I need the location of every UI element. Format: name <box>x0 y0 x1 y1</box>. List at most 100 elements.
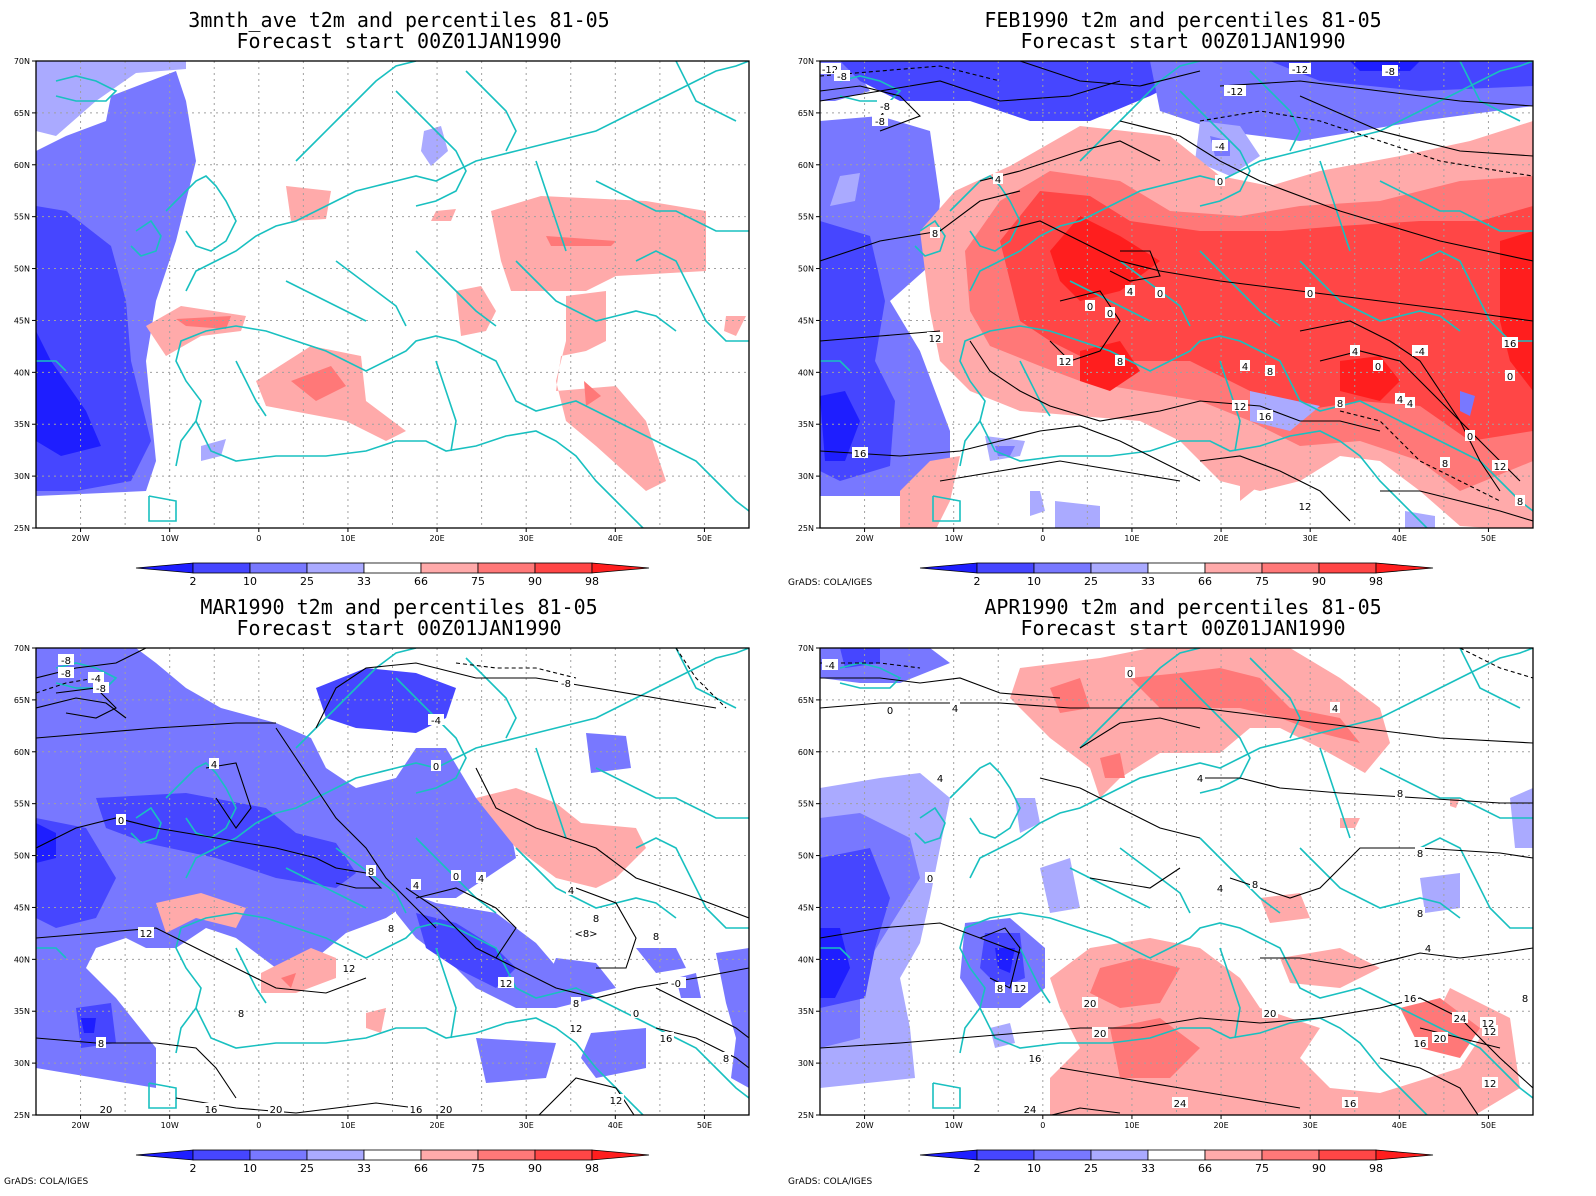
contour-label: 4 <box>1407 399 1413 410</box>
contour-label: 8 <box>98 1039 104 1050</box>
contour-label-bg <box>1215 175 1225 186</box>
lon-tick-label: 20E <box>429 1121 444 1130</box>
contour-label: 0 <box>1157 289 1163 300</box>
coastline <box>36 360 67 372</box>
contour-label-bg <box>1240 360 1250 371</box>
contour-label-bg <box>428 714 444 725</box>
temperature-contour <box>1119 120 1533 262</box>
temperature-contour <box>1260 947 1533 969</box>
lon-tick-label: 10E <box>1124 534 1139 543</box>
contour-label: 20 <box>440 1105 453 1116</box>
percentile-shading <box>366 1008 386 1033</box>
contour-label-bg <box>1265 365 1275 376</box>
contour-label-bg <box>1402 992 1418 1003</box>
contour-label-bg <box>116 814 126 825</box>
percentile-shading <box>431 209 456 221</box>
contour-label-bg <box>96 1037 106 1048</box>
map-svg: -8-8-4-8-8-40408408448121288401216201281… <box>14 644 750 1175</box>
map-panel-feb: FEB1990 t2m and percentiles 81-05 Foreca… <box>784 0 1582 598</box>
coastline <box>235 360 267 417</box>
contour-label: 12 <box>500 979 513 990</box>
contour-label: 0 <box>887 706 893 717</box>
contour-label: -4 <box>1415 347 1425 358</box>
coastline <box>435 360 457 452</box>
temperature-contour <box>820 702 1533 744</box>
lon-tick-label: 10W <box>945 534 963 543</box>
coastline <box>1299 847 1461 919</box>
colorbar-label: 25 <box>1084 575 1098 588</box>
lat-tick-label: 50N <box>14 265 30 274</box>
contour-label: 8 <box>1522 994 1528 1005</box>
coastline <box>969 648 1533 879</box>
colorbar: 2 10 25 33 66 75 90 98 <box>919 562 1434 588</box>
contour-label: 12 <box>1482 1019 1495 1030</box>
contour-label-bg <box>571 997 581 1008</box>
contour-label: 12 <box>1494 462 1507 473</box>
contour-label: 20 <box>1434 1034 1447 1045</box>
coastline <box>36 947 67 959</box>
contour-label-bg <box>950 702 960 713</box>
contour-label: 0 <box>433 762 439 773</box>
colorbar-label: 98 <box>1369 1162 1383 1175</box>
coastline <box>1179 677 1251 794</box>
lon-tick-label: 50E <box>1481 534 1496 543</box>
coastline <box>1019 947 1051 1004</box>
contour-label: 20 <box>1264 1009 1277 1020</box>
contour-label-bg <box>1382 65 1398 76</box>
colorbar-label: 75 <box>1255 1162 1269 1175</box>
panel-title: APR1990 t2m and percentiles 81-05 <box>984 595 1382 619</box>
contour-label: 8 <box>1337 399 1343 410</box>
percentile-shading <box>1030 491 1045 516</box>
temperature-contour <box>1199 455 1351 522</box>
colorbar-label: 10 <box>243 575 257 588</box>
contour-label: 16 <box>1414 1039 1427 1050</box>
contour-label-bg <box>1022 1103 1038 1114</box>
colorbar-label: 90 <box>528 1162 542 1175</box>
lat-tick-label: 70N <box>14 644 30 653</box>
coastline <box>839 662 902 689</box>
lon-tick-label: 30E <box>1303 1121 1318 1130</box>
contour-label-bg <box>1405 397 1415 408</box>
contour-label: 4 <box>1217 884 1223 895</box>
contour-label: 0 <box>1467 432 1473 443</box>
contour-label-bg <box>88 672 104 683</box>
temperature-contour <box>655 1027 749 1069</box>
colorbar-label: 10 <box>1027 1162 1041 1175</box>
map-panel-mar: MAR1990 t2m and percentiles 81-05 Foreca… <box>0 587 798 1187</box>
contour-label-bg <box>203 1103 219 1114</box>
temperature-contour <box>1079 717 1201 749</box>
temperature-contour <box>1200 777 1533 804</box>
contour-label: 0 <box>1087 302 1093 313</box>
contour-label: 4 <box>1242 362 1248 373</box>
lon-tick-label: 40E <box>608 1121 623 1130</box>
percentile-shading <box>476 788 646 888</box>
coastline <box>1179 90 1251 207</box>
coastline <box>148 1082 177 1109</box>
temperature-contour <box>820 330 941 342</box>
contour-label: 12 <box>1484 1079 1497 1090</box>
colorbar-segment <box>420 562 479 574</box>
colorbar: 2 10 25 33 66 75 90 98 <box>135 562 650 588</box>
contour-label: -12 <box>1227 87 1243 98</box>
contour-label-bg <box>1505 370 1515 381</box>
coastline <box>1219 947 1241 1039</box>
coastline <box>1079 61 1201 162</box>
coastline <box>175 325 749 512</box>
contour-label: 20 <box>1084 999 1097 1010</box>
colorbar-segment <box>1033 562 1092 574</box>
percentile-shading <box>1420 873 1460 913</box>
coastline <box>295 61 417 162</box>
percentile-shading <box>316 668 456 733</box>
contour-label-bg <box>1412 1037 1428 1048</box>
contour-label: 4 <box>1127 287 1133 298</box>
grads-credit: GrADS: COLA/IGES <box>4 1177 89 1187</box>
contour-label: 0 <box>633 1009 639 1020</box>
contour-label: 16 <box>205 1105 218 1116</box>
temperature-contour <box>575 887 637 969</box>
contour-label-bg <box>1057 355 1073 366</box>
contour-label-bg <box>93 682 109 693</box>
lon-tick-label: 0 <box>256 1121 261 1130</box>
percentile-shading <box>1405 511 1435 528</box>
temperature-contour <box>36 1037 237 1099</box>
contour-label: 8 <box>1417 849 1423 860</box>
